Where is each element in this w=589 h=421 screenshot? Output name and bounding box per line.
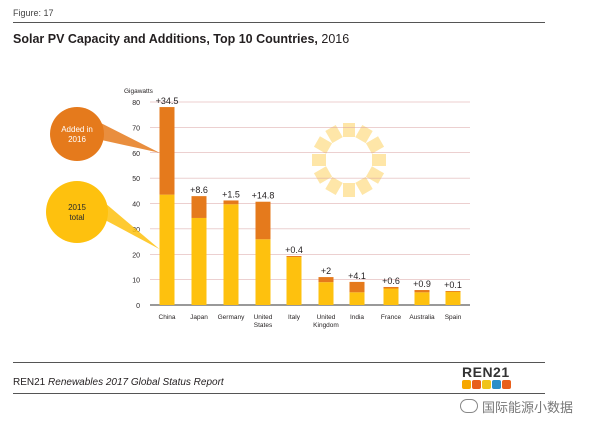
sun-ray-6: [355, 176, 373, 196]
bar-2015-total: [349, 292, 365, 305]
data-label: +0.6: [382, 276, 400, 286]
sun-ray-10: [312, 154, 326, 166]
x-tick-label: India: [350, 314, 364, 321]
x-tick-label: Italy: [288, 314, 301, 321]
logo-icons: [462, 380, 511, 389]
source-citation: REN21 Renewables 2017 Global Status Repo…: [13, 377, 224, 388]
x-tick-label: Australia: [409, 314, 435, 321]
x-tick-label: States: [254, 322, 273, 329]
x-tick-label: United: [317, 314, 336, 321]
sun-ray-1: [343, 123, 355, 137]
sun-ray-11: [313, 136, 333, 154]
legend-2015-total-pointer: [95, 194, 160, 250]
data-label: +0.1: [444, 280, 462, 290]
data-label: +0.9: [413, 279, 431, 289]
figure-label: Figure: 17: [13, 8, 54, 18]
y-tick-label: 60: [132, 151, 140, 158]
sun-ray-7: [343, 183, 355, 197]
logo-text: REN21: [462, 364, 510, 380]
bar-2015-total: [255, 239, 271, 305]
y-tick-label: 70: [132, 125, 140, 132]
legend-added-2016-label: 2016: [68, 135, 86, 144]
sun-ray-5: [365, 166, 385, 184]
data-label: +34.5: [156, 96, 179, 106]
bar-added-2016: [349, 281, 365, 293]
bar-2015-total: [191, 217, 207, 305]
sun-ray-2: [355, 124, 373, 144]
bar-2015-total: [383, 288, 399, 305]
x-tick-label: Spain: [445, 314, 462, 321]
logo-icon-3: [482, 380, 491, 389]
legend-added-2016-label: Added in: [61, 125, 93, 134]
legend-2015-total-circle: [46, 181, 108, 243]
bar-2015-total: [445, 291, 461, 305]
ren21-logo: REN21: [462, 364, 548, 390]
sun-ray-8: [325, 176, 343, 196]
y-tick-label: 50: [132, 176, 140, 183]
watermark-text: 国际能源小数据: [482, 400, 574, 415]
bar-added-2016: [191, 196, 207, 218]
y-tick-label: 0: [136, 303, 140, 310]
bar-2015-total: [286, 257, 302, 305]
bar-added-2016: [255, 201, 271, 240]
sun-ray-12: [325, 124, 343, 144]
data-label: +4.1: [348, 271, 366, 281]
bar-added-2016: [383, 286, 399, 289]
title-year: 2016: [321, 32, 350, 46]
bottom-rule: [13, 393, 545, 394]
logo-icon-2: [472, 380, 481, 389]
legend-added-2016-circle: [50, 107, 104, 161]
bar-added-2016: [159, 107, 175, 195]
bar-2015-total: [223, 204, 239, 305]
logo-icon-5: [502, 380, 511, 389]
title-text: Solar PV Capacity and Additions, Top 10 …: [13, 32, 318, 46]
legend-2015-total-label: 2015: [68, 203, 86, 212]
bar-added-2016: [445, 291, 461, 292]
source-org: REN21: [13, 377, 46, 388]
data-label: +2: [321, 266, 331, 276]
sun-ray-4: [372, 154, 386, 166]
wechat-icon: [460, 399, 478, 413]
y-axis-label: Gigawatts: [124, 88, 154, 95]
bar-2015-total: [159, 194, 175, 305]
x-tick-label: United: [254, 314, 273, 321]
watermark: 国际能源小数据: [460, 397, 573, 416]
logo-icon-1: [462, 380, 471, 389]
footer-rule: [13, 362, 545, 363]
y-tick-label: 20: [132, 252, 140, 259]
sun-ray-9: [313, 166, 333, 184]
data-label: +0.4: [285, 245, 303, 255]
legend-added-2016-pointer: [93, 119, 160, 153]
source-publication: Renewables 2017 Global Status Report: [48, 377, 224, 388]
x-tick-label: France: [381, 314, 402, 321]
x-tick-label: Germany: [218, 314, 245, 321]
chart-title: Solar PV Capacity and Additions, Top 10 …: [13, 32, 349, 46]
data-label: +8.6: [190, 185, 208, 195]
logo-icon-4: [492, 380, 501, 389]
data-label: +1.5: [222, 189, 240, 199]
top-rule: [13, 22, 545, 23]
bar-2015-total: [318, 282, 334, 305]
x-tick-label: Japan: [190, 314, 208, 321]
y-tick-label: 40: [132, 202, 140, 209]
bar-added-2016: [286, 256, 302, 258]
data-label: +14.8: [252, 191, 275, 201]
x-tick-label: China: [159, 314, 176, 321]
y-tick-label: 80: [132, 100, 140, 107]
sun-ray-3: [365, 136, 385, 154]
bar-added-2016: [414, 290, 430, 293]
legend-2015-total-label: total: [69, 213, 84, 222]
bar-added-2016: [223, 200, 239, 205]
bar-2015-total: [414, 292, 430, 305]
bar-added-2016: [318, 277, 334, 283]
x-tick-label: Kingdom: [313, 322, 339, 329]
y-tick-label: 10: [132, 278, 140, 285]
